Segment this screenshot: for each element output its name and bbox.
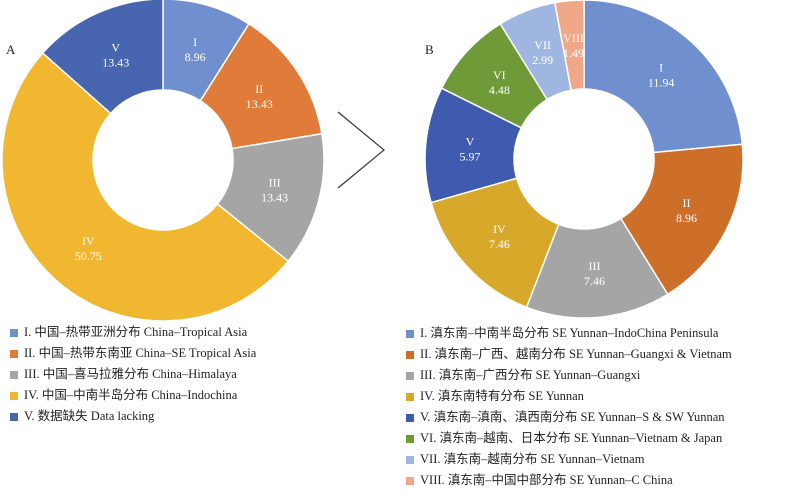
chart-b-slice-v-value-label: 5.97 — [459, 149, 480, 163]
chart-a-legend-label: IV. 中国–中南半岛分布 China–Indochina — [24, 388, 238, 402]
chart-b-legend-label: I. 滇东南–中南半岛分布 SE Yunnan–IndoChina Penins… — [420, 326, 719, 340]
chart-b-slice-vi-value-label: 4.48 — [489, 83, 510, 97]
chart-b-slice-ii-category-label: II — [682, 196, 690, 210]
chart-b-slice-iii-category-label: III — [589, 259, 601, 273]
chart-b-legend-swatch — [406, 371, 414, 380]
chart-a-legend-item-ii: II. 中国–热带东南亚 China–SE Tropical Asia — [10, 343, 256, 364]
arrow-chevron-icon — [337, 111, 385, 189]
chart-a-slice-i-category-label: I — [193, 35, 197, 49]
chart-b-slice-ii-value-label: 8.96 — [676, 211, 697, 225]
panel-b-letter: B — [425, 42, 434, 57]
chart-a-legend-swatch — [10, 328, 18, 337]
chart-a-legend-swatch — [10, 391, 18, 400]
chart-b-legend-label: VIII. 滇东南–中国中部分布 SE Yunnan–C China — [420, 473, 673, 487]
chart-b-slice-vi-category-label: VI — [493, 68, 506, 82]
chart-a-slice-ii-category-label: II — [255, 82, 263, 96]
chart-b-legend-label: IV. 滇东南特有分布 SE Yunnan — [420, 389, 584, 403]
chart-b-legend-item-vii: VII. 滇东南–越南分布 SE Yunnan–Vietnam — [406, 449, 732, 470]
legend-a: I. 中国–热带亚洲分布 China–Tropical Asia II. 中国–热… — [10, 322, 256, 427]
chart-b-slice-v-category-label: V — [466, 134, 475, 148]
donut-chart-b: I11.94II8.96III7.46IV7.46V5.97VI4.48VII2… — [424, 0, 744, 319]
chart-a-legend-swatch — [10, 370, 18, 379]
chart-a-legend-item-i: I. 中国–热带亚洲分布 China–Tropical Asia — [10, 322, 256, 343]
chart-a-legend-label: II. 中国–热带东南亚 China–SE Tropical Asia — [24, 346, 257, 360]
chart-b-legend-item-i: I. 滇东南–中南半岛分布 SE Yunnan–IndoChina Penins… — [406, 323, 732, 344]
chart-a-slice-iii-category-label: III — [269, 175, 281, 189]
chart-a-slice-v — [41, 0, 164, 115]
chart-b-slice-ii — [619, 143, 744, 296]
chart-b-slice-i-value-label: 11.94 — [648, 75, 675, 89]
chart-a-legend-label: III. 中国–喜马拉雅分布 China–Himalaya — [24, 367, 237, 381]
chart-a-legend-item-iv: IV. 中国–中南半岛分布 China–Indochina — [10, 385, 256, 406]
chart-b-legend-item-v: V. 滇东南–滇南、滇西南分布 SE Yunnan–S & SW Yunnan — [406, 407, 732, 428]
chart-a-slice-iv — [1, 51, 290, 322]
chart-b-legend-item-vi: VI. 滇东南–越南、日本分布 SE Yunnan–Vietnam & Japa… — [406, 428, 732, 449]
chart-a-slice-v-value-label: 13.43 — [102, 56, 129, 70]
chart-a-legend-swatch — [10, 412, 18, 421]
chart-b-legend-swatch — [406, 329, 414, 338]
chart-b-legend-label: V. 滇东南–滇南、滇西南分布 SE Yunnan–S & SW Yunnan — [420, 410, 725, 424]
chart-b-legend-label: III. 滇东南–广西分布 SE Yunnan–Guangxi — [420, 368, 641, 382]
chart-a-legend-label: V. 数据缺失 Data lacking — [24, 409, 155, 423]
chart-a-slice-iv-category-label: IV — [82, 234, 95, 248]
legend-b: I. 滇东南–中南半岛分布 SE Yunnan–IndoChina Penins… — [406, 323, 732, 491]
chart-b-slice-iii-value-label: 7.46 — [584, 274, 605, 288]
chart-a-legend-item-iii: III. 中国–喜马拉雅分布 China–Himalaya — [10, 364, 256, 385]
chart-a-slice-iv-value-label: 50.75 — [75, 249, 102, 263]
chart-b-slice-i-category-label: I — [659, 60, 663, 74]
chart-b-legend-swatch — [406, 434, 414, 443]
chart-b-legend-swatch — [406, 350, 414, 359]
chart-b-slice-viii-value-label: 1.49 — [563, 46, 584, 60]
chart-b-legend-item-ii: II. 滇东南–广西、越南分布 SE Yunnan–Guangxi & Viet… — [406, 344, 732, 365]
chart-b-legend-swatch — [406, 413, 414, 422]
chart-a-slice-ii-value-label: 13.43 — [246, 97, 273, 111]
chart-a-legend-swatch — [10, 349, 18, 358]
chart-a-slice-iii-value-label: 13.43 — [261, 190, 288, 204]
chart-b-slice-viii-category-label: VIII — [563, 31, 584, 45]
chart-b-legend-label: VI. 滇东南–越南、日本分布 SE Yunnan–Vietnam & Japa… — [420, 431, 723, 445]
chart-b-legend-swatch — [406, 455, 414, 464]
chart-b-slice-vii-value-label: 2.99 — [532, 53, 553, 67]
chart-b-legend-item-viii: VIII. 滇东南–中国中部分布 SE Yunnan–C China — [406, 470, 732, 491]
chart-a-legend-label: I. 中国–热带亚洲分布 China–Tropical Asia — [24, 325, 248, 339]
chart-b-legend-item-iv: IV. 滇东南特有分布 SE Yunnan — [406, 386, 732, 407]
chart-b-legend-swatch — [406, 476, 414, 485]
panel-a-letter: A — [6, 42, 16, 57]
chart-b-legend-item-iii: III. 滇东南–广西分布 SE Yunnan–Guangxi — [406, 365, 732, 386]
chart-b-slice-viii — [553, 0, 585, 92]
chart-b-slice-vii-category-label: VII — [534, 38, 551, 52]
chart-b-legend-label: II. 滇东南–广西、越南分布 SE Yunnan–Guangxi & Viet… — [420, 347, 732, 361]
chart-a-legend-item-v: V. 数据缺失 Data lacking — [10, 406, 256, 427]
chart-b-slice-iv-value-label: 7.46 — [489, 237, 510, 251]
chart-b-slice-i — [583, 0, 744, 154]
chart-b-slice-iv-category-label: IV — [493, 222, 506, 236]
chart-b-legend-swatch — [406, 392, 414, 401]
chart-a-slice-v-category-label: V — [111, 41, 120, 55]
chart-a-slice-i-value-label: 8.96 — [185, 50, 206, 64]
chart-b-legend-label: VII. 滇东南–越南分布 SE Yunnan–Vietnam — [420, 452, 645, 466]
